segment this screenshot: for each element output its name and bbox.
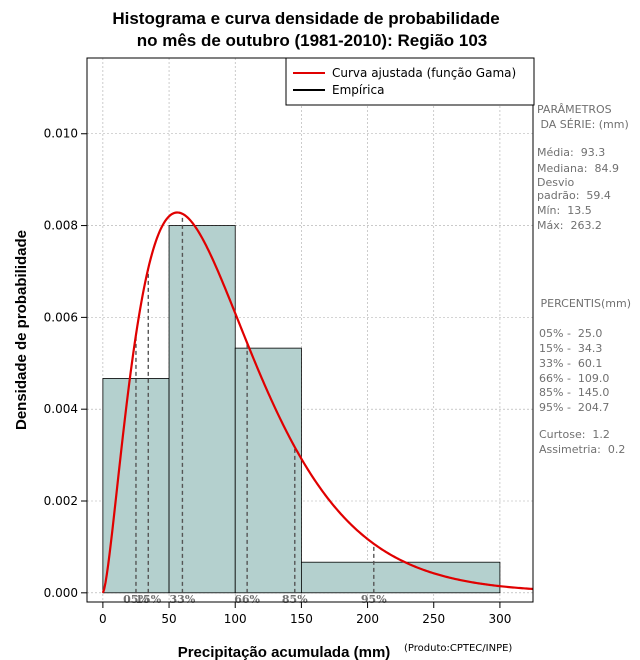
legend-label-empirical: Empírica [332,83,384,97]
x-tick-label-1: 50 [161,612,176,626]
y-axis-label: Densidade de probabilidade [13,230,30,430]
stat-max: Máx: 263.2 [537,219,602,232]
percentil-66: 66% - 109.0 [539,372,609,385]
credit-text: (Produto:CPTEC/INPE) [404,643,512,654]
x-axis-label: Precipitação acumulada (mm) [178,644,391,660]
y-tick-label-0: 0.000 [44,586,78,600]
percentile-label-3: 66% [234,593,260,606]
stat-min: Mín: 13.5 [537,204,592,217]
x-axis-ticks: 0 50 100 150 200 250 300 [99,602,511,626]
legend: Curva ajustada (função Gama) Empírica [285,57,535,106]
percentile-label-5: 95% [361,593,387,606]
y-tick-label-2: 0.004 [44,402,78,416]
y-tick-label-3: 0.006 [44,310,78,324]
percentil-15: 15% - 34.3 [539,342,602,355]
gamma-fit-curve [101,211,534,594]
stat-stddev-line-1: Desvio [537,176,575,189]
histogram-bar-3 [300,561,501,594]
percentil-05: 05% - 25.0 [539,327,602,340]
x-tick-label-6: 300 [488,612,511,626]
stat-kurtosis: Curtose: 1.2 [539,428,610,441]
stat-skewness: Assimetria: 0.2 [539,443,625,456]
percentil-33: 33% - 60.1 [539,357,602,370]
percentile-label-4: 85% [282,593,308,606]
y-tick-label-5: 0.010 [44,127,78,141]
legend-label-fit: Curva ajustada (função Gama) [332,66,516,80]
gamma-curve-layer [101,211,534,594]
x-tick-label-2: 100 [224,612,247,626]
x-tick-label-0: 0 [99,612,107,626]
x-tick-label-4: 200 [356,612,379,626]
percentile-label-0: 05% [123,593,149,606]
stat-mean: Média: 93.3 [537,146,605,159]
y-axis-ticks: 0.000 0.002 0.004 0.006 0.008 0.010 [44,127,87,600]
histogram-bar-1 [168,225,236,594]
x-tick-label-5: 250 [422,612,445,626]
percentile-lines: 05%15% 33% 66% 85% 95% [123,213,387,606]
legend-box [285,57,535,106]
histogram-bar-2 [234,347,302,594]
side-panel: PARÂMETROS DA SÉRIE: (mm) Média: 93.3 Me… [537,103,631,456]
y-tick-label-1: 0.002 [44,494,78,508]
percentile-label-1: 15% [135,593,161,606]
stat-median: Mediana: 84.9 [537,162,619,175]
percentil-95: 95% - 204.7 [539,401,609,414]
chart-title-line-1: Histograma e curva densidade de probabil… [112,9,499,28]
percentil-85: 85% - 145.0 [539,386,609,399]
params-title-line-1: PARÂMETROS [537,103,612,116]
percentis-title: PERCENTIS(mm) [537,297,631,310]
chart-title-line-2: no mês de outubro (1981-2010): Região 10… [137,31,488,50]
params-title-line-2: DA SÉRIE: (mm) [537,118,629,131]
x-tick-label-3: 150 [290,612,313,626]
y-tick-label-4: 0.008 [44,219,78,233]
percentile-label-2: 33% [170,593,196,606]
stat-stddev-line-2: padrão: 59.4 [537,189,611,202]
